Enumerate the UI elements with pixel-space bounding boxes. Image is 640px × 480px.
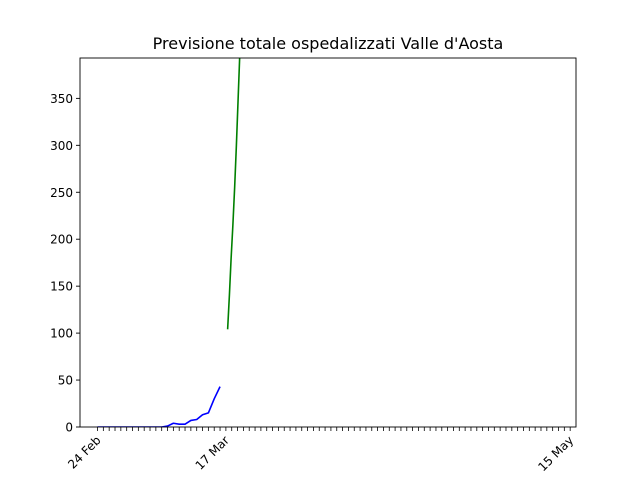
y-tick-label: 300 (50, 139, 73, 153)
series-line-1 (97, 386, 221, 427)
series-line-2 (226, 58, 241, 330)
y-tick-label: 200 (50, 233, 73, 247)
chart-title: Previsione totale ospedalizzati Valle d'… (153, 34, 504, 53)
y-tick-label: 250 (50, 186, 73, 200)
x-tick-label: 24 Feb (65, 433, 103, 471)
x-tick-label: 17 Mar (193, 433, 232, 472)
y-tick-label: 350 (50, 92, 73, 106)
y-tick-label: 100 (50, 327, 73, 341)
x-tick-label: 15 May (535, 433, 576, 474)
series-layer (97, 58, 241, 427)
axes-layer: 0 50 100 150 200 250 300 350 24 Feb 17 Mar 15 May (50, 57, 577, 474)
y-tick-label: 50 (58, 374, 73, 388)
plot-frame (79, 57, 577, 428)
y-tick-label: 150 (50, 280, 73, 294)
y-tick-label: 0 (65, 421, 73, 435)
